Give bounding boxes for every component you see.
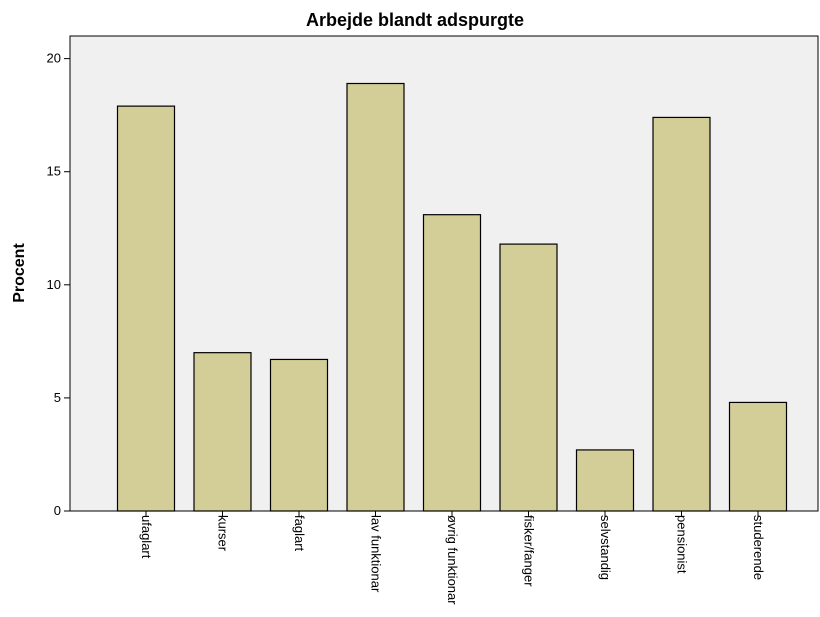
bar bbox=[499, 243, 558, 512]
category-label: lav funktionar bbox=[369, 515, 384, 593]
bar bbox=[116, 105, 176, 512]
category-label: faglart bbox=[292, 515, 307, 552]
bar bbox=[652, 116, 711, 512]
bar bbox=[346, 82, 405, 512]
bar bbox=[728, 401, 788, 512]
bars bbox=[116, 82, 788, 512]
y-tick-label: 15 bbox=[47, 164, 61, 179]
category-label: kurser bbox=[216, 515, 231, 552]
category-label: studerende bbox=[751, 515, 766, 580]
y-axis-label: Procent bbox=[11, 243, 28, 303]
chart-title: Arbejde blandt adspurgte bbox=[306, 10, 524, 30]
category-label: øvrig funktionar bbox=[445, 515, 460, 605]
bar bbox=[269, 358, 329, 512]
y-tick-label: 20 bbox=[47, 51, 61, 66]
category-label: pensionist bbox=[675, 515, 690, 574]
y-tick-label: 0 bbox=[54, 503, 61, 518]
y-tick-label: 5 bbox=[54, 390, 61, 405]
bar bbox=[193, 352, 252, 512]
y-axis: 0 5 10 15 20 bbox=[47, 51, 70, 518]
category-label: fisker/fanger bbox=[522, 515, 537, 587]
category-label: ufaglart bbox=[139, 515, 154, 559]
y-tick-label: 10 bbox=[47, 277, 61, 292]
bar bbox=[575, 449, 635, 512]
category-label: selvstandig bbox=[598, 515, 613, 580]
x-axis: ufaglart kurser faglart lav funktionar øvrig… bbox=[139, 511, 766, 605]
bar bbox=[422, 214, 482, 512]
